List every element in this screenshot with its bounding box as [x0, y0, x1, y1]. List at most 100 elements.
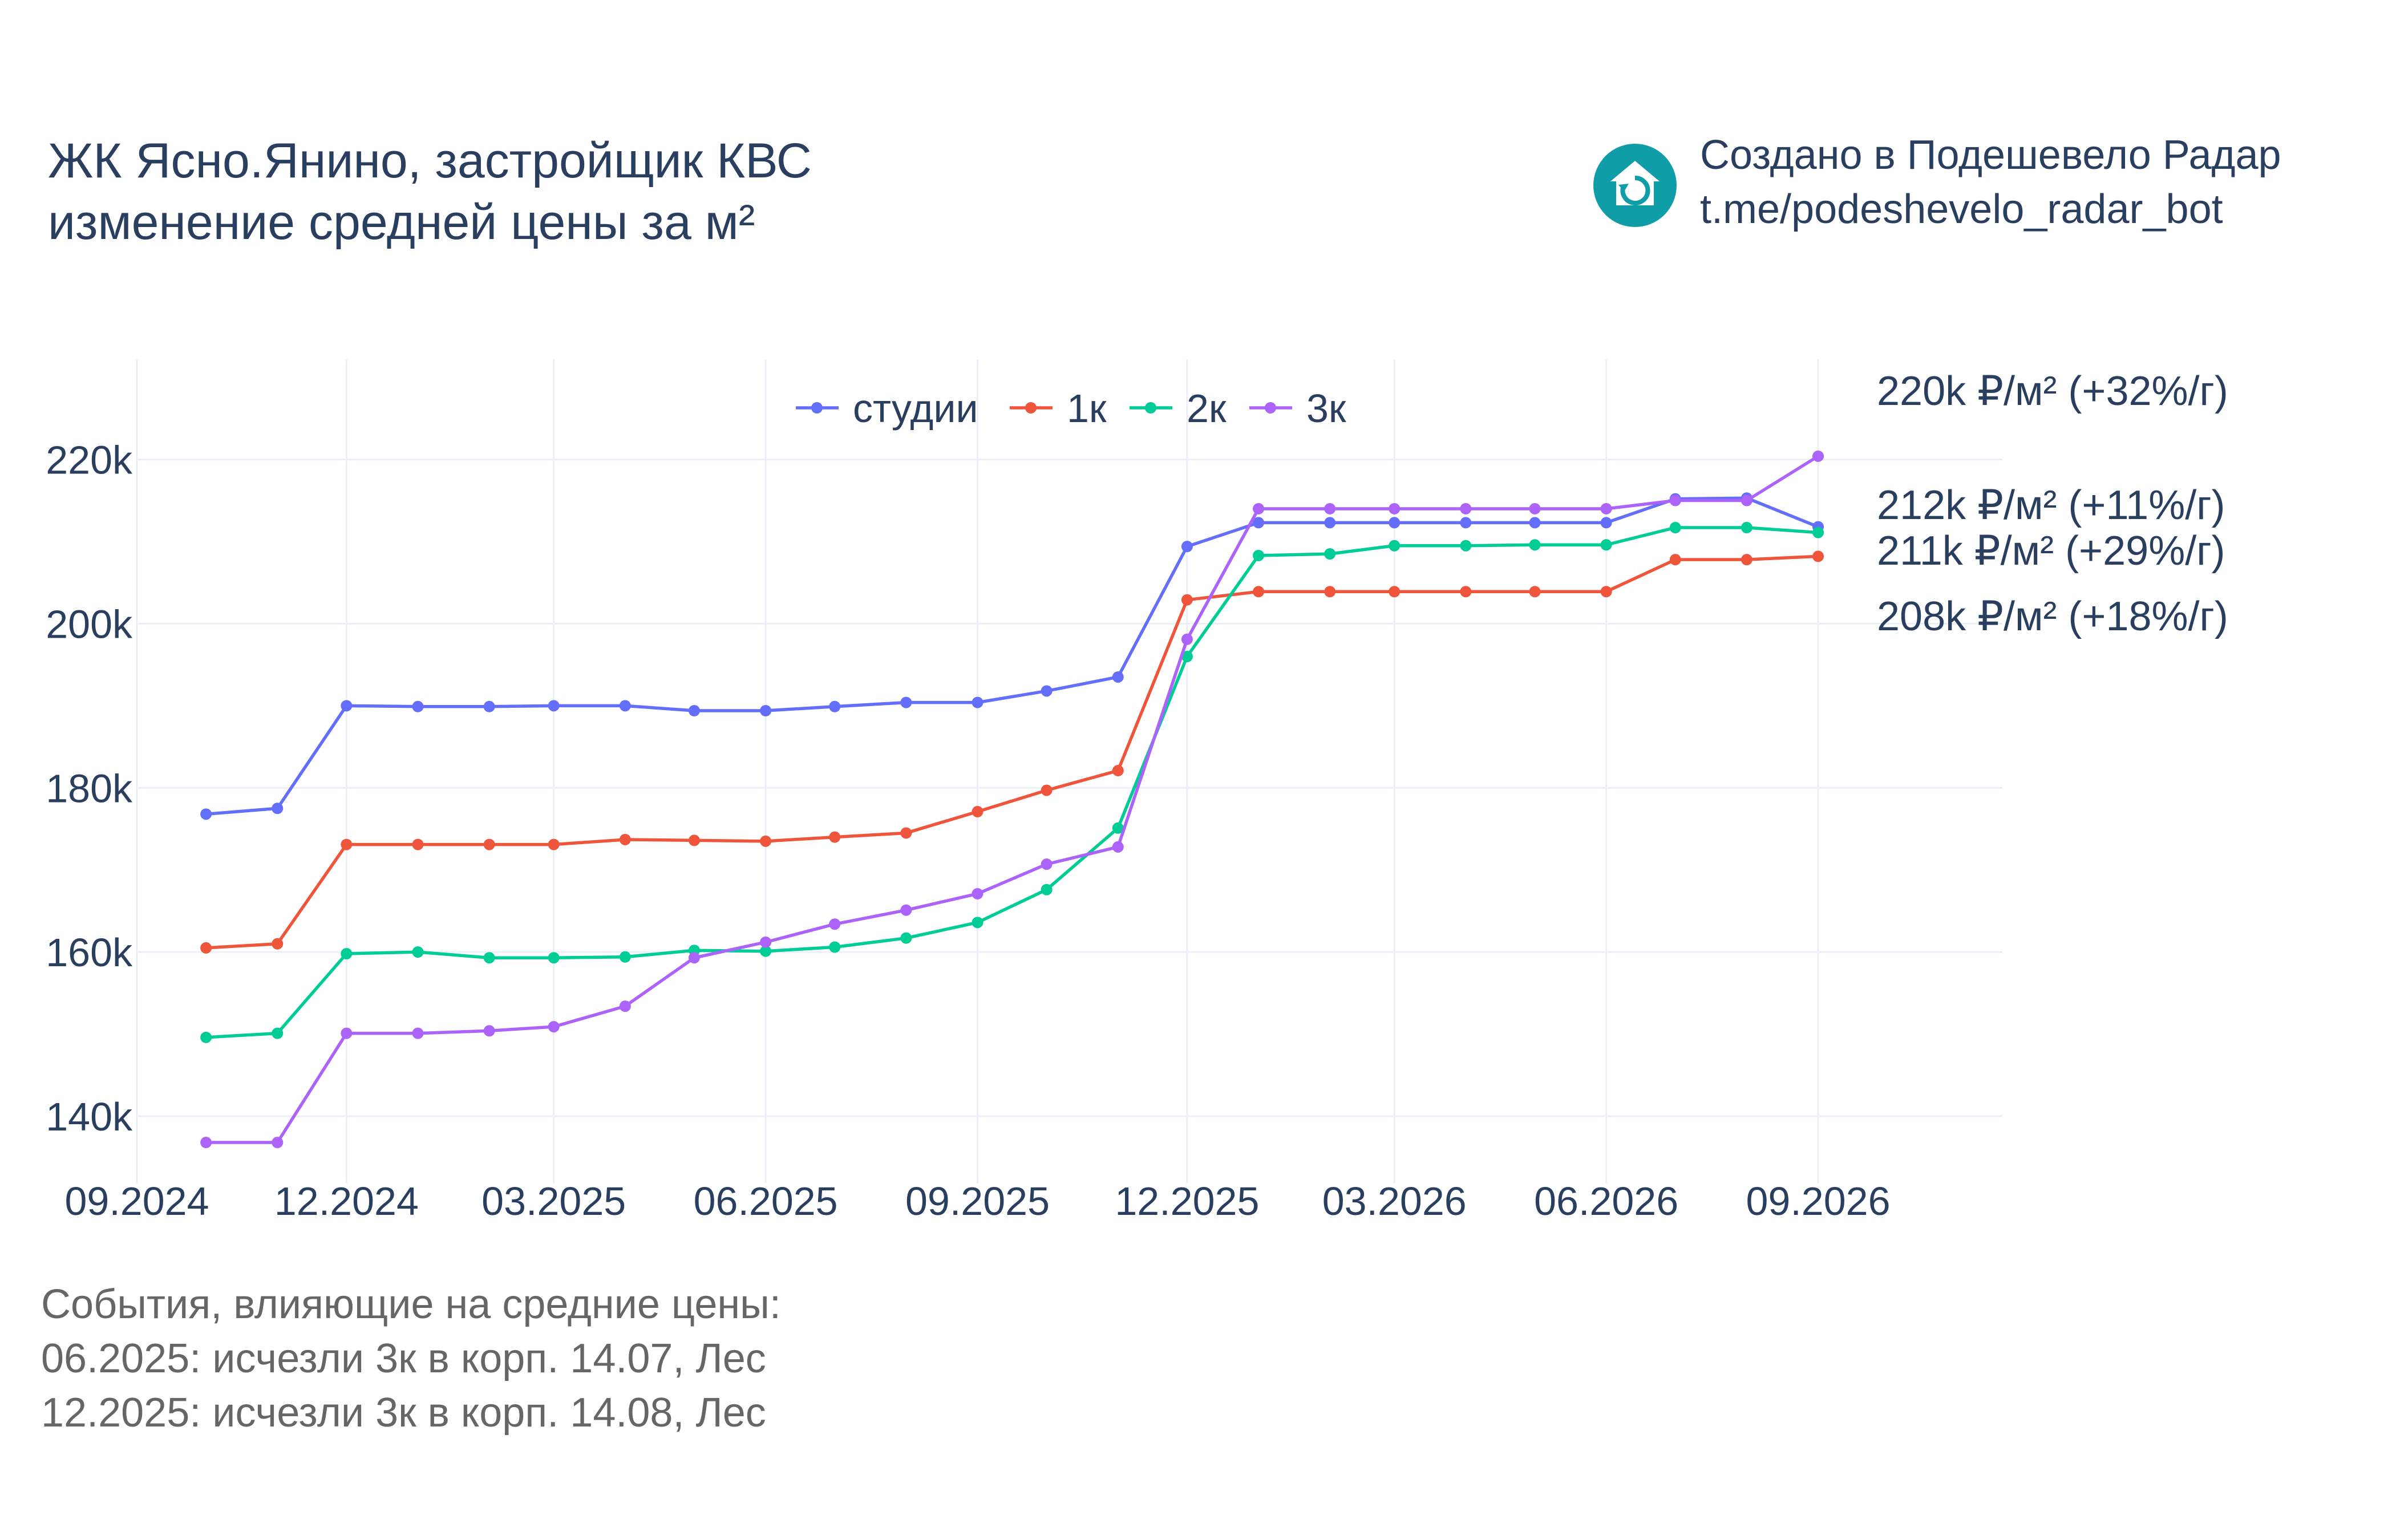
data-point [412, 838, 424, 850]
legend-marker [1145, 402, 1156, 414]
data-point [1324, 586, 1336, 598]
data-point [1529, 502, 1541, 514]
data-point [1181, 594, 1193, 606]
data-point [548, 700, 560, 712]
legend-label: 1к [1067, 386, 1107, 431]
data-point [972, 696, 984, 708]
data-point [972, 917, 984, 929]
data-point [829, 700, 841, 712]
chart-title: ЖК Ясно.Янино, застройщик КВС изменение … [48, 130, 812, 253]
data-point [1529, 586, 1541, 598]
data-point [1812, 526, 1824, 538]
data-point [688, 834, 700, 846]
data-point [900, 696, 912, 708]
data-point [200, 942, 212, 954]
data-point [412, 700, 424, 712]
x-tick-label: 06.2026 [1534, 1179, 1678, 1223]
data-point [619, 1000, 631, 1012]
data-point [1389, 586, 1401, 598]
series-line-1 [205, 554, 1819, 950]
data-point [1741, 495, 1753, 506]
data-point [760, 704, 772, 716]
data-point [483, 838, 495, 850]
data-point [760, 835, 772, 847]
data-point [1112, 765, 1124, 777]
data-point [200, 808, 212, 820]
data-point [1041, 858, 1053, 870]
x-tick-label: 09.2024 [64, 1179, 209, 1223]
series-line-3 [206, 455, 1819, 1144]
data-point [1041, 884, 1053, 895]
credit-line-1: Создано в Подешевело Радар [1700, 132, 2281, 178]
data-point [272, 938, 284, 950]
y-tick-label: 160k [46, 930, 133, 975]
data-point [1041, 685, 1053, 697]
credit-block: Создано в Подешевело Радар t.me/podeshev… [1700, 128, 2281, 237]
data-point [1041, 784, 1053, 796]
data-point [760, 936, 772, 948]
data-point [1181, 633, 1193, 645]
data-point [829, 918, 841, 930]
chart-title-line-1: ЖК Ясно.Янино, застройщик КВС [48, 133, 812, 188]
house-refresh-icon [1593, 144, 1677, 227]
x-tick-label: 09.2026 [1746, 1179, 1891, 1223]
end-value-label: 220k ₽/м² (+32%/г) [1877, 368, 2228, 414]
data-point [1812, 550, 1824, 562]
data-point [1253, 549, 1265, 561]
x-tick-label: 03.2025 [481, 1179, 626, 1223]
data-point [272, 1137, 284, 1149]
data-point [548, 838, 560, 850]
x-tick-label: 12.2024 [274, 1179, 419, 1223]
data-point [1389, 502, 1401, 514]
x-tick-label: 03.2026 [1322, 1179, 1467, 1223]
credit-line-2: t.me/podeshevelo_radar_bot [1700, 187, 2223, 232]
data-point [829, 831, 841, 843]
note-item: 06.2025: исчезли 3к в корп. 14.07, Лес [41, 1336, 766, 1381]
data-point [200, 1031, 212, 1043]
data-point [1389, 517, 1401, 529]
legend-label: студии [853, 386, 978, 431]
data-point [1600, 586, 1612, 598]
data-point [1460, 517, 1472, 529]
events-notes: События, влияющие на средние цены: 06.20… [41, 1278, 781, 1440]
data-point [548, 1021, 560, 1033]
data-point [1253, 586, 1265, 598]
data-point [1389, 540, 1401, 552]
data-point [1669, 554, 1681, 566]
data-point [1600, 502, 1612, 514]
data-point [1112, 671, 1124, 683]
data-point [760, 945, 772, 957]
data-point [619, 951, 631, 963]
x-tick-label: 09.2025 [905, 1179, 1050, 1223]
legend-label: 3к [1306, 386, 1346, 431]
data-point [1669, 495, 1681, 506]
legend-marker [1025, 402, 1037, 414]
data-point [1253, 502, 1265, 514]
data-point [1460, 540, 1472, 552]
chart-title-line-2: изменение средней цены за м² [48, 195, 755, 250]
legend-marker [1265, 402, 1276, 414]
series-line-2 [205, 526, 1819, 1039]
y-tick-label: 200k [46, 602, 133, 646]
data-point [619, 700, 631, 712]
data-point [1741, 554, 1753, 566]
data-point [972, 806, 984, 818]
data-point [1324, 517, 1336, 529]
data-point [829, 941, 841, 953]
data-point [341, 948, 353, 960]
series-line-0 [205, 496, 1819, 816]
data-point [412, 946, 424, 958]
data-point [1529, 539, 1541, 551]
data-point [483, 952, 495, 964]
data-point [1181, 651, 1193, 663]
data-point [272, 1027, 284, 1039]
data-point [483, 1025, 495, 1037]
data-point [1324, 502, 1336, 514]
data-point [341, 838, 353, 850]
notes-heading: События, влияющие на средние цены: [41, 1282, 781, 1327]
data-point [900, 904, 912, 916]
data-point [1600, 539, 1612, 551]
data-point [1112, 841, 1124, 853]
data-point [200, 1137, 212, 1149]
